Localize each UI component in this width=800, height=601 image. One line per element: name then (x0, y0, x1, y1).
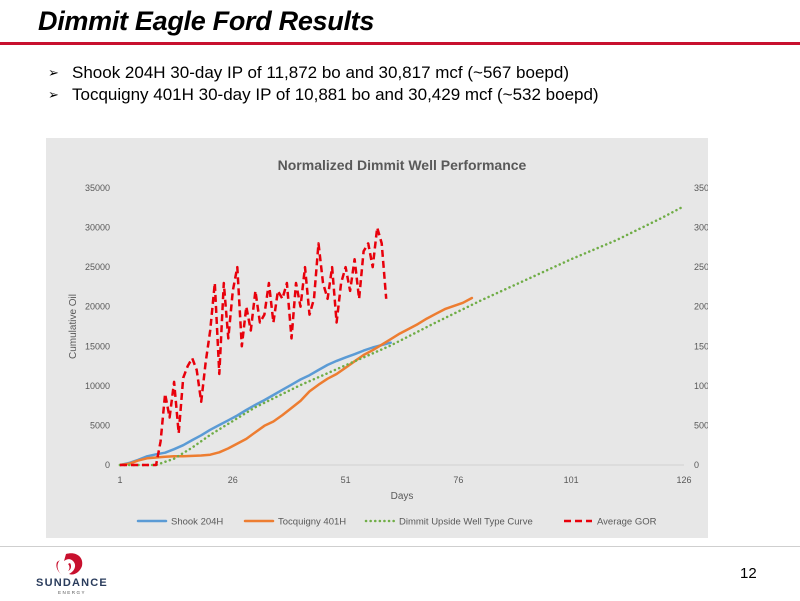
slide-title: Dimmit Eagle Ford Results (38, 6, 375, 36)
x-tick-label: 76 (453, 475, 463, 485)
page-number: 12 (740, 565, 757, 582)
x-tick-label: 126 (676, 475, 691, 485)
y-axis-title: Cumulative Oil (68, 294, 79, 359)
y2-tick-label: 3000 (694, 223, 708, 233)
svg-text:SUNDANCE: SUNDANCE (36, 577, 108, 589)
footer-divider (0, 546, 800, 547)
y2-tick-label: 1000 (694, 381, 708, 391)
bullet-text: Tocquigny 401H 30-day IP of 10,881 bo an… (72, 85, 599, 104)
y-tick-label: 15000 (85, 341, 110, 351)
y-tick-label: 30000 (85, 223, 110, 233)
y2-tick-label: 2500 (694, 262, 708, 272)
y2-tick-label: 500 (694, 420, 708, 430)
y-tick-label: 0 (105, 460, 110, 470)
well-performance-chart: Normalized Dimmit Well Performance050001… (68, 157, 733, 528)
bullet-text: Shook 204H 30-day IP of 11,872 bo and 30… (72, 63, 569, 82)
x-axis-title: Days (391, 491, 414, 502)
x-tick-label: 1 (117, 475, 122, 485)
y-tick-label: 35000 (85, 183, 110, 193)
arrow-bullet-icon: ➢ (48, 65, 59, 80)
chart-area: Normalized Dimmit Well Performance 0 5000 1… (46, 138, 733, 538)
legend-label: Shook 204H (171, 517, 223, 528)
x-tick-label: 101 (564, 475, 579, 485)
y-tick-label: 5000 (90, 420, 110, 430)
series-line-shook-204h (118, 341, 392, 467)
series-line-average-gor (120, 226, 388, 467)
svg-text:ENERGY: ENERGY (58, 590, 86, 595)
y2-tick-label: 2000 (694, 302, 708, 312)
y-tick-label: 10000 (85, 381, 110, 391)
title-underline (0, 42, 800, 45)
legend-label: Tocquigny 401H (278, 517, 346, 528)
bullet-list: ➢ Shook 204H 30-day IP of 11,872 bo and 3… (48, 62, 599, 106)
bullet-item: ➢ Shook 204H 30-day IP of 11,872 bo and 3… (48, 62, 599, 84)
legend-label: Dimmit Upside Well Type Curve (399, 517, 533, 528)
y-tick-label: 20000 (85, 302, 110, 312)
y-tick-label: 25000 (85, 262, 110, 272)
y2-tick-label: 3500 (694, 183, 708, 193)
x-tick-label: 26 (228, 475, 238, 485)
legend-label: Average GOR (597, 517, 657, 528)
y2-tick-label: 0 (694, 460, 699, 470)
bullet-item: ➢ Tocquigny 401H 30-day IP of 10,881 bo a… (48, 84, 599, 106)
arrow-bullet-icon: ➢ (48, 87, 59, 102)
sun-logo-icon: SUNDANCE ENERGY (36, 553, 108, 595)
x-tick-label: 51 (341, 475, 351, 485)
y2-tick-label: 1500 (694, 341, 708, 351)
series-line-dimmit-upside-well-type-curve (118, 204, 686, 467)
sundance-logo: SUNDANCE ENERGY (22, 550, 122, 596)
chart-title: Normalized Dimmit Well Performance (278, 157, 527, 173)
